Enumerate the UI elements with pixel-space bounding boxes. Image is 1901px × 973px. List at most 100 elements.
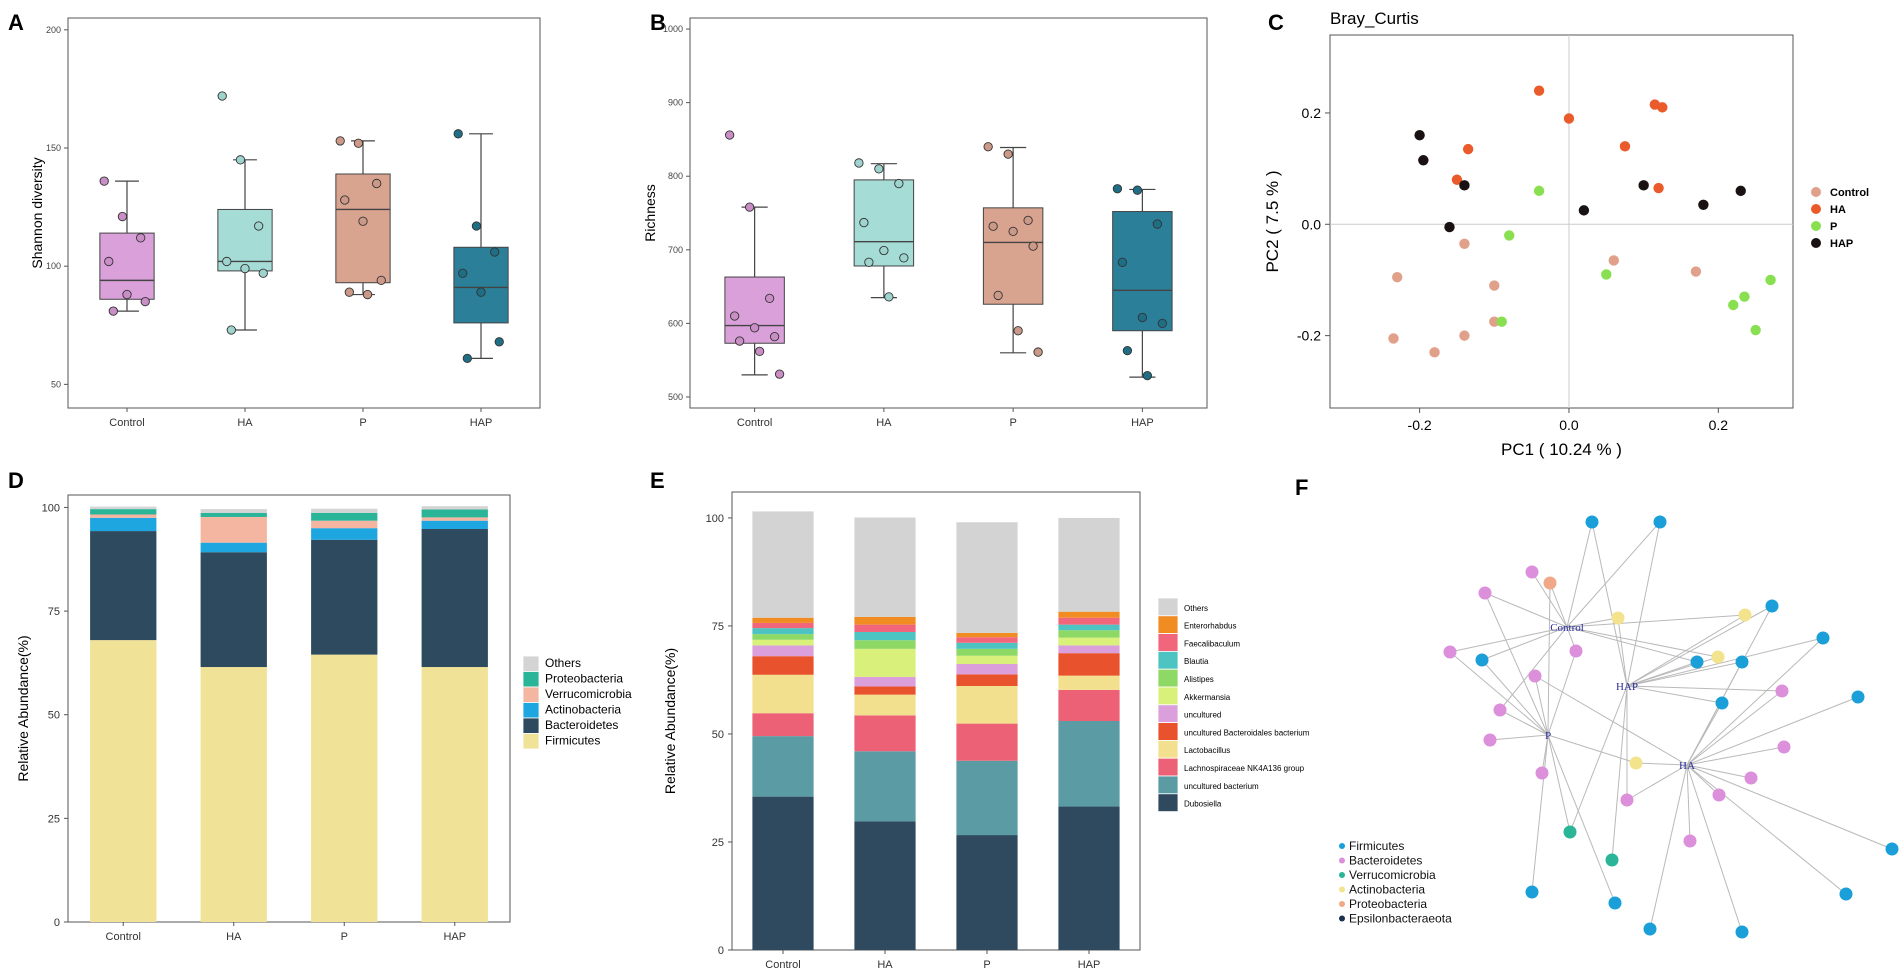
data-point [362,289,373,300]
point-control [1459,330,1470,341]
y-tick-label: 75 [48,606,60,618]
y-tick-label: 150 [46,143,61,153]
bar-segment [200,542,267,553]
point-control [1690,266,1702,277]
legend-label: Bacteroidetes [1349,854,1422,868]
data-point [458,268,468,278]
y-tick-label: 700 [668,245,683,255]
bar-segment [1058,653,1120,676]
network-node [1712,788,1726,802]
point-p [1750,324,1761,336]
y-tick-label: 25 [48,813,60,825]
bar-segment [956,760,1018,836]
bar-segment [752,639,814,646]
bar-segment [752,645,814,657]
chart-title: Bray_Curtis [1330,9,1419,28]
bar-segment [90,506,157,510]
legend-key [1157,633,1179,652]
network-edge [1566,626,1698,663]
network-edge [1481,659,1549,736]
data-point [1137,312,1148,323]
network-node [1839,887,1853,901]
point-hap [1418,155,1429,166]
data-point [344,287,354,297]
data-point [358,216,368,226]
network-node [1475,653,1489,667]
data-point [476,287,486,297]
legend-key [522,702,540,719]
y-tick-label: 100 [706,513,724,525]
legend-key [522,733,540,750]
point-control [1392,271,1403,283]
network-edge [1484,592,1549,736]
bar-segment [752,713,814,737]
data-point [471,221,482,231]
network-edge [1569,685,1628,833]
bar-segment [956,674,1018,687]
network-edge [1686,764,1691,842]
hub-label-ha: HA [1679,760,1695,772]
data-point [453,129,463,139]
legend-key [1339,872,1345,878]
network-edge [1549,582,1568,628]
point-control [1459,238,1470,249]
legend-key [1157,793,1179,812]
legend-key [1157,651,1179,670]
legend-label: uncultured Bacteroidales bacterium [1184,728,1310,737]
bar-segment [854,640,916,649]
legend-key [1157,597,1179,617]
bar-segment [854,616,916,625]
point-ha [1533,85,1545,96]
bar-segment [854,631,916,641]
y-tick-label: 50 [712,729,724,741]
legend-key [1811,238,1821,248]
legend-label: Actinobacteria [545,703,621,717]
network-edge [1531,734,1549,893]
bar-segment [854,694,916,716]
bar-segment [956,632,1018,638]
bar-segment [200,552,267,668]
legend-label: Akkermansia [1184,693,1231,702]
x-tick-label: P [983,959,990,971]
hub-label-p: P [1545,730,1551,742]
network-node [1777,740,1791,754]
bar-segment [1058,637,1120,646]
point-p [1496,316,1507,327]
legend-key [1157,757,1179,777]
network-node [1765,599,1779,613]
network-node [1525,565,1539,579]
bar-segment [752,628,814,635]
network-node [1735,925,1749,939]
legend-label: Firmicutes [1349,839,1404,853]
network-edge [1534,675,1549,736]
data-point [217,91,227,101]
box-control [99,232,155,300]
legend-key [1339,843,1345,849]
point-p [1504,230,1515,241]
panel-label-f: F [1295,475,1308,500]
chart-c-pcoa: -0.2 0.0 0.2 -0.2 0.0 0.2 Bray_Curtis PC1 ( 10.… [1263,9,1869,459]
bar-segment [956,663,1018,675]
bar-segment [421,667,488,922]
bar-segment [311,512,378,521]
network-node [1543,576,1557,590]
network-node [1535,766,1549,780]
legend-label: Epsilonbacteraeota [1349,912,1452,926]
legend-key [522,671,540,688]
network-edge [1547,650,1577,736]
network-edge [1566,521,1593,628]
x-tick-label: P [359,417,366,429]
y-tick-label: 50 [48,710,60,722]
bar-segment [854,715,916,752]
network-edge [1449,626,1568,653]
bar-segment [421,509,488,518]
point-control [1608,255,1619,266]
data-point [1033,347,1043,357]
bar-segment [854,648,916,677]
network-node [1816,631,1830,645]
legend-key [1339,886,1345,893]
legend-label: Proteobacteria [545,672,623,686]
panel-label-d: D [8,468,24,493]
bar-segment [854,624,916,632]
